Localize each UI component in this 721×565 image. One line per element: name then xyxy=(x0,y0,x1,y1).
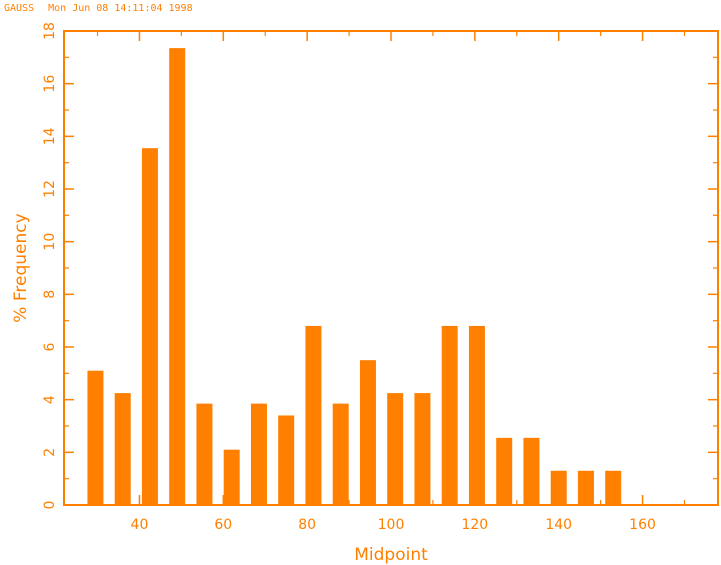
x-tick-label: 140 xyxy=(545,517,572,533)
bar xyxy=(278,415,295,505)
y-tick-label: 16 xyxy=(42,75,58,93)
bar xyxy=(196,403,213,505)
bar xyxy=(87,370,104,505)
y-axis-title: % Frequency xyxy=(11,213,31,322)
bar xyxy=(550,470,567,505)
bar xyxy=(114,393,131,505)
bar xyxy=(305,325,322,505)
bar xyxy=(468,325,485,505)
bar xyxy=(496,437,513,505)
bar xyxy=(332,403,349,505)
y-tick-label: 14 xyxy=(42,127,58,145)
plot-timestamp: Mon Jun 08 14:11:04 1998 xyxy=(48,3,193,14)
x-axis-title: Midpoint xyxy=(354,545,428,565)
bar xyxy=(441,325,458,505)
bar xyxy=(169,48,186,505)
y-tick-label: 18 xyxy=(42,22,58,40)
y-tick-label: 6 xyxy=(42,342,58,351)
bar xyxy=(605,470,622,505)
x-tick-label: 80 xyxy=(298,517,316,533)
bar xyxy=(414,393,431,505)
bar xyxy=(577,470,594,505)
y-tick-label: 2 xyxy=(42,448,58,457)
x-axis: 40 60 80 100 120 140 160 xyxy=(96,31,686,533)
y-tick-label: 0 xyxy=(42,501,58,510)
bar xyxy=(250,403,267,505)
x-tick-label: 100 xyxy=(378,517,405,533)
x-tick-label: 120 xyxy=(461,517,488,533)
bar-group xyxy=(87,48,622,505)
y-tick-label: 10 xyxy=(42,233,58,251)
y-tick-label: 12 xyxy=(42,180,58,198)
bar xyxy=(387,393,404,505)
bar xyxy=(223,449,240,505)
x-tick-label: 160 xyxy=(629,517,656,533)
y-tick-label: 8 xyxy=(42,290,58,299)
bar xyxy=(141,148,158,505)
x-tick-label: 60 xyxy=(214,517,232,533)
plot-header: GAUSS Mon Jun 08 14:11:04 1998 xyxy=(4,3,207,14)
bar xyxy=(523,437,540,505)
bar xyxy=(359,360,376,505)
program-name: GAUSS xyxy=(4,3,35,14)
y-axis: 0 2 4 6 8 10 12 14 16 18 xyxy=(42,22,718,509)
y-tick-label: 4 xyxy=(42,395,58,404)
x-tick-label: 40 xyxy=(131,517,149,533)
